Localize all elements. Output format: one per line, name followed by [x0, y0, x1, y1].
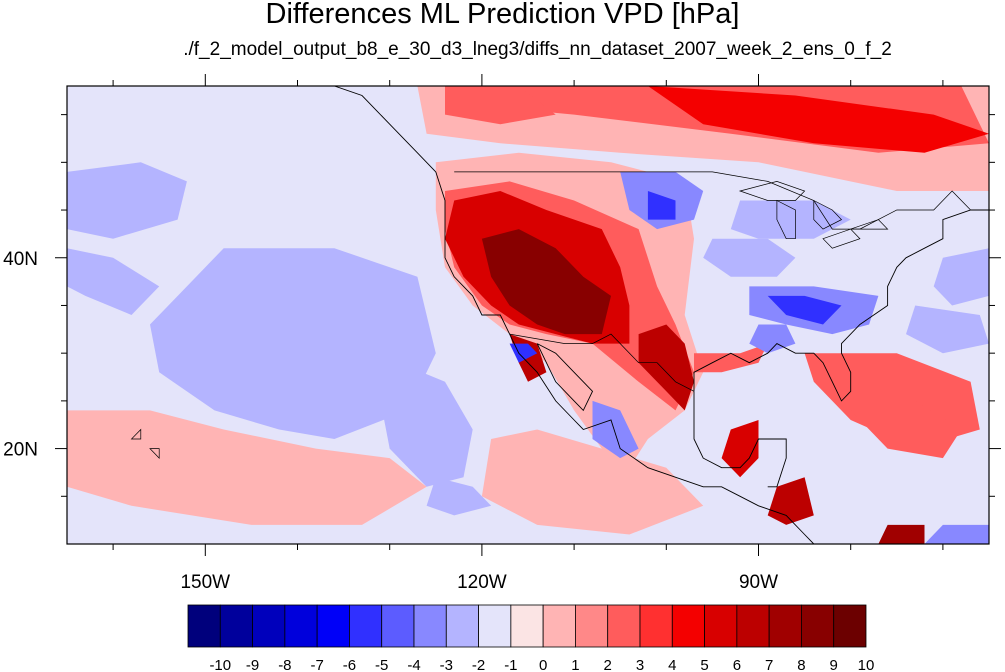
coastline-0 — [435, 171, 815, 544]
colorbar-swatch — [736, 604, 770, 648]
colorbar-swatch — [445, 604, 479, 648]
figure-title: Differences ML Prediction VPD [hPa] — [265, 0, 740, 30]
colorbar-swatch — [607, 604, 641, 648]
colorbar-swatch — [478, 604, 512, 648]
field-layer — [67, 86, 989, 544]
colorbar-label: 1 — [571, 657, 579, 672]
field-us-southwest-core — [481, 229, 611, 335]
colorbar-label: -1 — [504, 657, 517, 672]
field-mexico-cool — [592, 400, 639, 459]
colorbar-label: -6 — [343, 657, 356, 672]
colorbar-label: 6 — [733, 657, 741, 672]
map-frame — [66, 85, 990, 545]
field-east-atlantic-cool — [906, 305, 989, 354]
lat-tick-label: 20N — [3, 440, 38, 461]
colorbar-swatch — [768, 604, 802, 648]
lon-tick-label: 120W — [457, 572, 507, 593]
field-mississippi-cool — [749, 324, 796, 354]
lon-tick-label: 150W — [180, 572, 230, 593]
lake-outline-1 — [776, 199, 796, 240]
colorbar-swatch — [639, 604, 673, 648]
field-gulf-coast-warm — [694, 343, 768, 373]
lake-outline-0 — [738, 181, 806, 201]
field-north-hot-core — [647, 86, 989, 153]
border-1 — [509, 333, 695, 392]
colorbar-swatch — [671, 604, 705, 648]
field-pacific-low-left-mid — [67, 248, 160, 315]
field-pacific-low-tail — [426, 477, 492, 516]
lake-outline-3 — [822, 228, 861, 249]
colorbar-label: 4 — [668, 657, 676, 672]
lake-outline-4 — [850, 219, 889, 230]
colorbar-swatch — [801, 604, 835, 648]
colorbar-label: -8 — [278, 657, 291, 672]
colorbar-label: 9 — [830, 657, 838, 672]
colorbar-swatch — [219, 604, 253, 648]
colorbar-swatch — [575, 604, 609, 648]
colorbar-swatch — [833, 604, 867, 648]
coastline-2 — [693, 209, 989, 402]
lake-outline-2 — [813, 199, 843, 230]
colorbar-label: 2 — [604, 657, 612, 672]
colorbar-label: -10 — [209, 657, 231, 672]
border-0 — [454, 171, 971, 230]
field-pacific-low-left-top — [67, 162, 187, 239]
island-outline-0 — [149, 448, 160, 459]
coastline-1 — [536, 343, 594, 412]
field-sw-corner-hot — [878, 524, 925, 544]
colorbar-swatch — [381, 604, 415, 648]
figure-subtitle: ./f_2_model_output_b8_e_30_d3_lneg3/diff… — [183, 39, 892, 60]
field-sw-corner-cool — [924, 524, 989, 544]
field-atlantic-cool — [933, 248, 989, 306]
colorbar-label: 7 — [765, 657, 773, 672]
field-northwest-warm — [445, 86, 556, 125]
colorbar-swatch — [284, 604, 318, 648]
coastline-3 — [693, 391, 787, 488]
field-southeast-cold-core — [767, 295, 842, 325]
colorbar-swatch — [542, 604, 576, 648]
field-texas-hot — [638, 324, 694, 411]
field-midwest-cool — [703, 238, 796, 277]
colorbar: -10 -9 -8 -7 -6 -5 -4 -3 -2 -1 0 1 2 3 4 5 6 7 8 9 10 — [187, 604, 875, 672]
field-pacific-low-south — [380, 362, 473, 487]
colorbar-label: 3 — [636, 657, 644, 672]
colorbar-label: -9 — [246, 657, 259, 672]
colorbar-label: -3 — [440, 657, 453, 672]
field-atlantic-warm-patch — [850, 400, 962, 459]
lon-tick-label: 90W — [739, 572, 778, 593]
colorbar-swatch — [187, 604, 221, 648]
field-dakotas-cold-core — [647, 191, 676, 220]
colorbar-swatch — [349, 604, 383, 648]
island-outline-1 — [130, 428, 142, 440]
outline-layer — [130, 86, 989, 544]
field-pacific-warm-se — [481, 429, 704, 535]
colorbar-label: 0 — [539, 657, 547, 672]
field-pacific-low-center — [150, 248, 436, 439]
field-great-lakes-cool — [730, 200, 851, 239]
colorbar-swatch — [704, 604, 738, 648]
lat-tick-label: 40N — [3, 249, 38, 270]
colorbar-label: -2 — [472, 657, 485, 672]
field-pacific-warm-sw — [67, 410, 427, 525]
coastline-4 — [334, 86, 437, 173]
colorbar-label: -5 — [375, 657, 388, 672]
colorbar-swatch — [510, 604, 544, 648]
colorbar-swatch — [316, 604, 350, 648]
colorbar-swatch — [252, 604, 286, 648]
colorbar-label: 8 — [797, 657, 805, 672]
field-mexico-hot-spot — [721, 420, 759, 478]
colorbar-label: 10 — [858, 657, 875, 672]
colorbar-label: -7 — [310, 657, 323, 672]
colorbar-label: 5 — [700, 657, 708, 672]
colorbar-swatch — [413, 604, 447, 648]
colorbar-label: -4 — [407, 657, 420, 672]
axis-ticks: 150W 120W 90W 40N 20N — [3, 74, 1001, 593]
